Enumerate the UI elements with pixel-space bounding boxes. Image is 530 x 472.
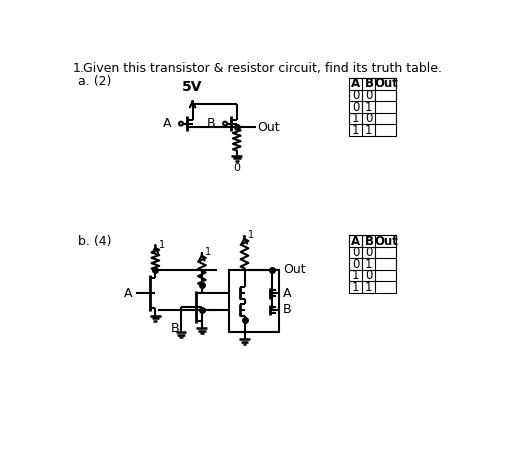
Text: 1: 1: [365, 124, 373, 137]
Text: B: B: [365, 235, 374, 247]
Text: 0: 0: [365, 112, 373, 125]
Text: Out: Out: [374, 77, 398, 91]
Circle shape: [179, 122, 183, 126]
Text: 0: 0: [352, 258, 359, 270]
Text: A: A: [125, 287, 133, 300]
Text: Given this transistor & resistor circuit, find its truth table.: Given this transistor & resistor circuit…: [83, 62, 443, 75]
Text: B: B: [207, 117, 216, 130]
Text: 0: 0: [352, 246, 359, 259]
Text: Out: Out: [374, 235, 398, 247]
Text: 5V: 5V: [182, 80, 203, 94]
Text: A: A: [163, 117, 172, 130]
Circle shape: [223, 122, 227, 126]
Text: 1.: 1.: [73, 62, 84, 75]
Text: 1: 1: [352, 269, 359, 282]
Bar: [349, 235, 396, 293]
Text: 0: 0: [365, 269, 373, 282]
Text: A: A: [351, 235, 360, 247]
Text: 1: 1: [365, 281, 373, 294]
Text: B: B: [171, 322, 179, 335]
Text: b. (4): b. (4): [78, 235, 111, 248]
Text: B: B: [365, 77, 374, 91]
Text: 1: 1: [365, 258, 373, 270]
Text: 1: 1: [352, 281, 359, 294]
Text: 1: 1: [248, 230, 254, 240]
Text: B: B: [283, 303, 292, 316]
Text: 0: 0: [365, 246, 373, 259]
Bar: [349, 78, 396, 136]
Text: a. (2): a. (2): [78, 75, 111, 88]
Text: A: A: [351, 77, 360, 91]
Text: 0: 0: [233, 163, 240, 173]
Text: 1: 1: [352, 112, 359, 125]
Text: 1: 1: [158, 239, 165, 250]
Text: 0: 0: [352, 89, 359, 102]
Text: 0: 0: [365, 89, 373, 102]
Text: 1: 1: [352, 124, 359, 137]
Text: Out: Out: [283, 263, 306, 277]
Text: Out: Out: [258, 121, 280, 134]
Text: 1: 1: [365, 101, 373, 114]
Text: 0: 0: [352, 101, 359, 114]
Text: 1: 1: [205, 247, 211, 257]
Text: A: A: [283, 287, 292, 300]
Bar: [229, 270, 279, 331]
